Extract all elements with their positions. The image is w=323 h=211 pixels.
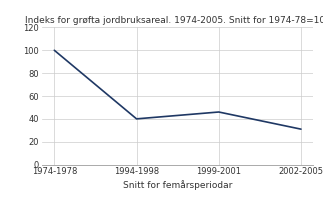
X-axis label: Snitt for femårsperiodar: Snitt for femårsperiodar — [123, 181, 232, 190]
Title: Indeks for grøfta jordbruksareal. 1974-2005. Snitt for 1974-78=100: Indeks for grøfta jordbruksareal. 1974-2… — [25, 16, 323, 25]
